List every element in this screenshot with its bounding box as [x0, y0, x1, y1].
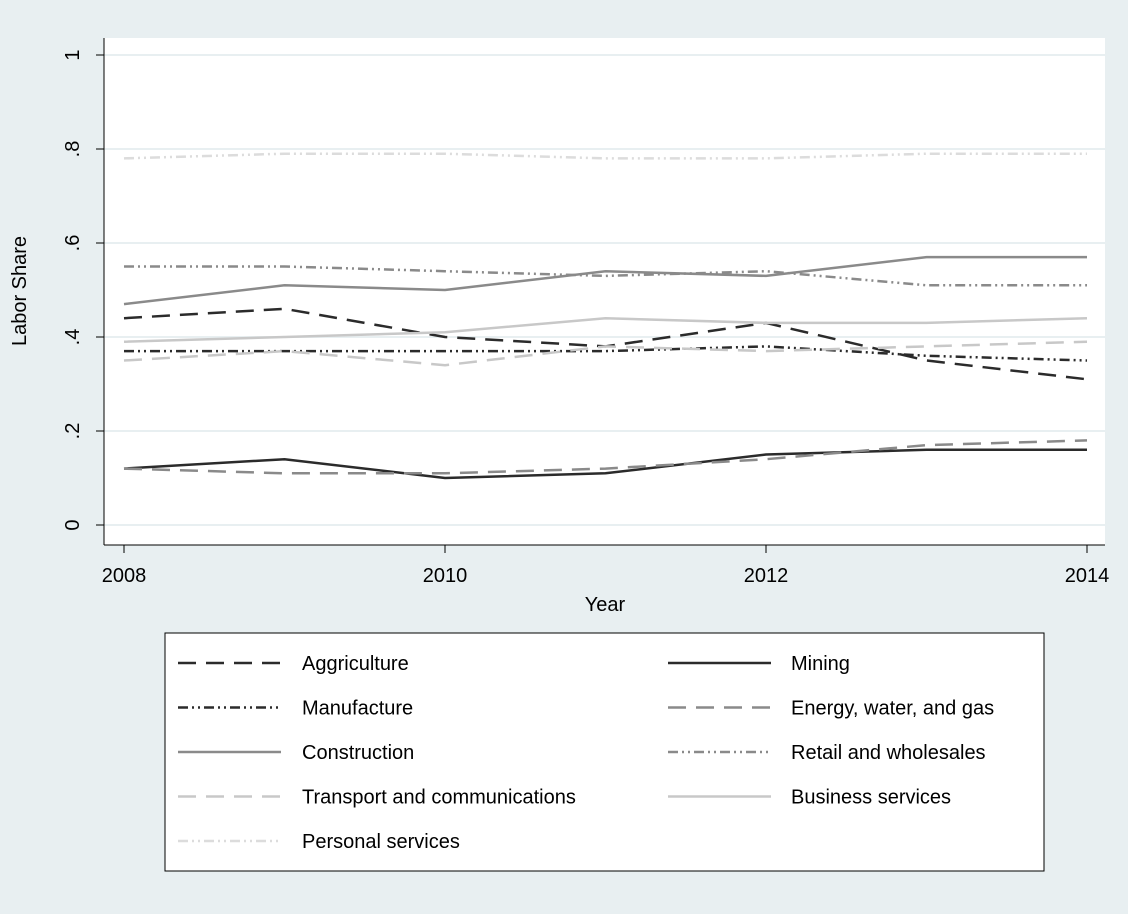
- x-tick-label: 2012: [744, 565, 789, 587]
- legend: Aggriculture Mining Manufacture Energy, wat…: [178, 653, 994, 853]
- legend-label: Mining: [791, 653, 850, 675]
- series-line: [124, 265, 1087, 287]
- y-tick-label: .2: [62, 423, 84, 440]
- series-line: [123, 255, 1087, 306]
- legend-label: Retail and wholesales: [791, 742, 986, 764]
- y-axis-ticks: 0 .2 .4 .6 .8 1: [62, 49, 104, 531]
- legend-label: Transport and communications: [302, 787, 576, 809]
- x-tick-label: 2014: [1065, 565, 1110, 587]
- legend-box: [164, 632, 1045, 872]
- legend-label: Aggriculture: [302, 653, 409, 675]
- series-line: [123, 448, 1087, 480]
- legend-label: Construction: [302, 742, 414, 764]
- legend-label: Energy, water, and gas: [791, 698, 994, 720]
- x-tick-label: 2010: [423, 565, 468, 587]
- legend-label: Manufacture: [302, 698, 413, 720]
- y-tick-label: .8: [62, 141, 84, 158]
- series-line: [123, 152, 1087, 160]
- series-line: [123, 340, 1088, 367]
- y-tick-label: 0: [62, 519, 84, 530]
- series-line: [123, 316, 1088, 343]
- y-tick-label: .4: [62, 329, 84, 346]
- series-lines: [123, 152, 1088, 480]
- grid-lines: [104, 54, 1105, 526]
- x-tick-label: 2008: [102, 565, 147, 587]
- series-line: [123, 439, 1088, 475]
- x-axis-ticks: 2008 2010 2012 2014: [102, 545, 1110, 587]
- x-axis-title: Year: [585, 594, 626, 616]
- legend-label: Personal services: [302, 831, 460, 853]
- series-line: [124, 345, 1088, 362]
- legend-label: Business services: [791, 787, 951, 809]
- y-axis-title: Labor Share: [9, 236, 31, 346]
- y-tick-label: 1: [62, 49, 84, 60]
- y-tick-label: .6: [62, 235, 84, 252]
